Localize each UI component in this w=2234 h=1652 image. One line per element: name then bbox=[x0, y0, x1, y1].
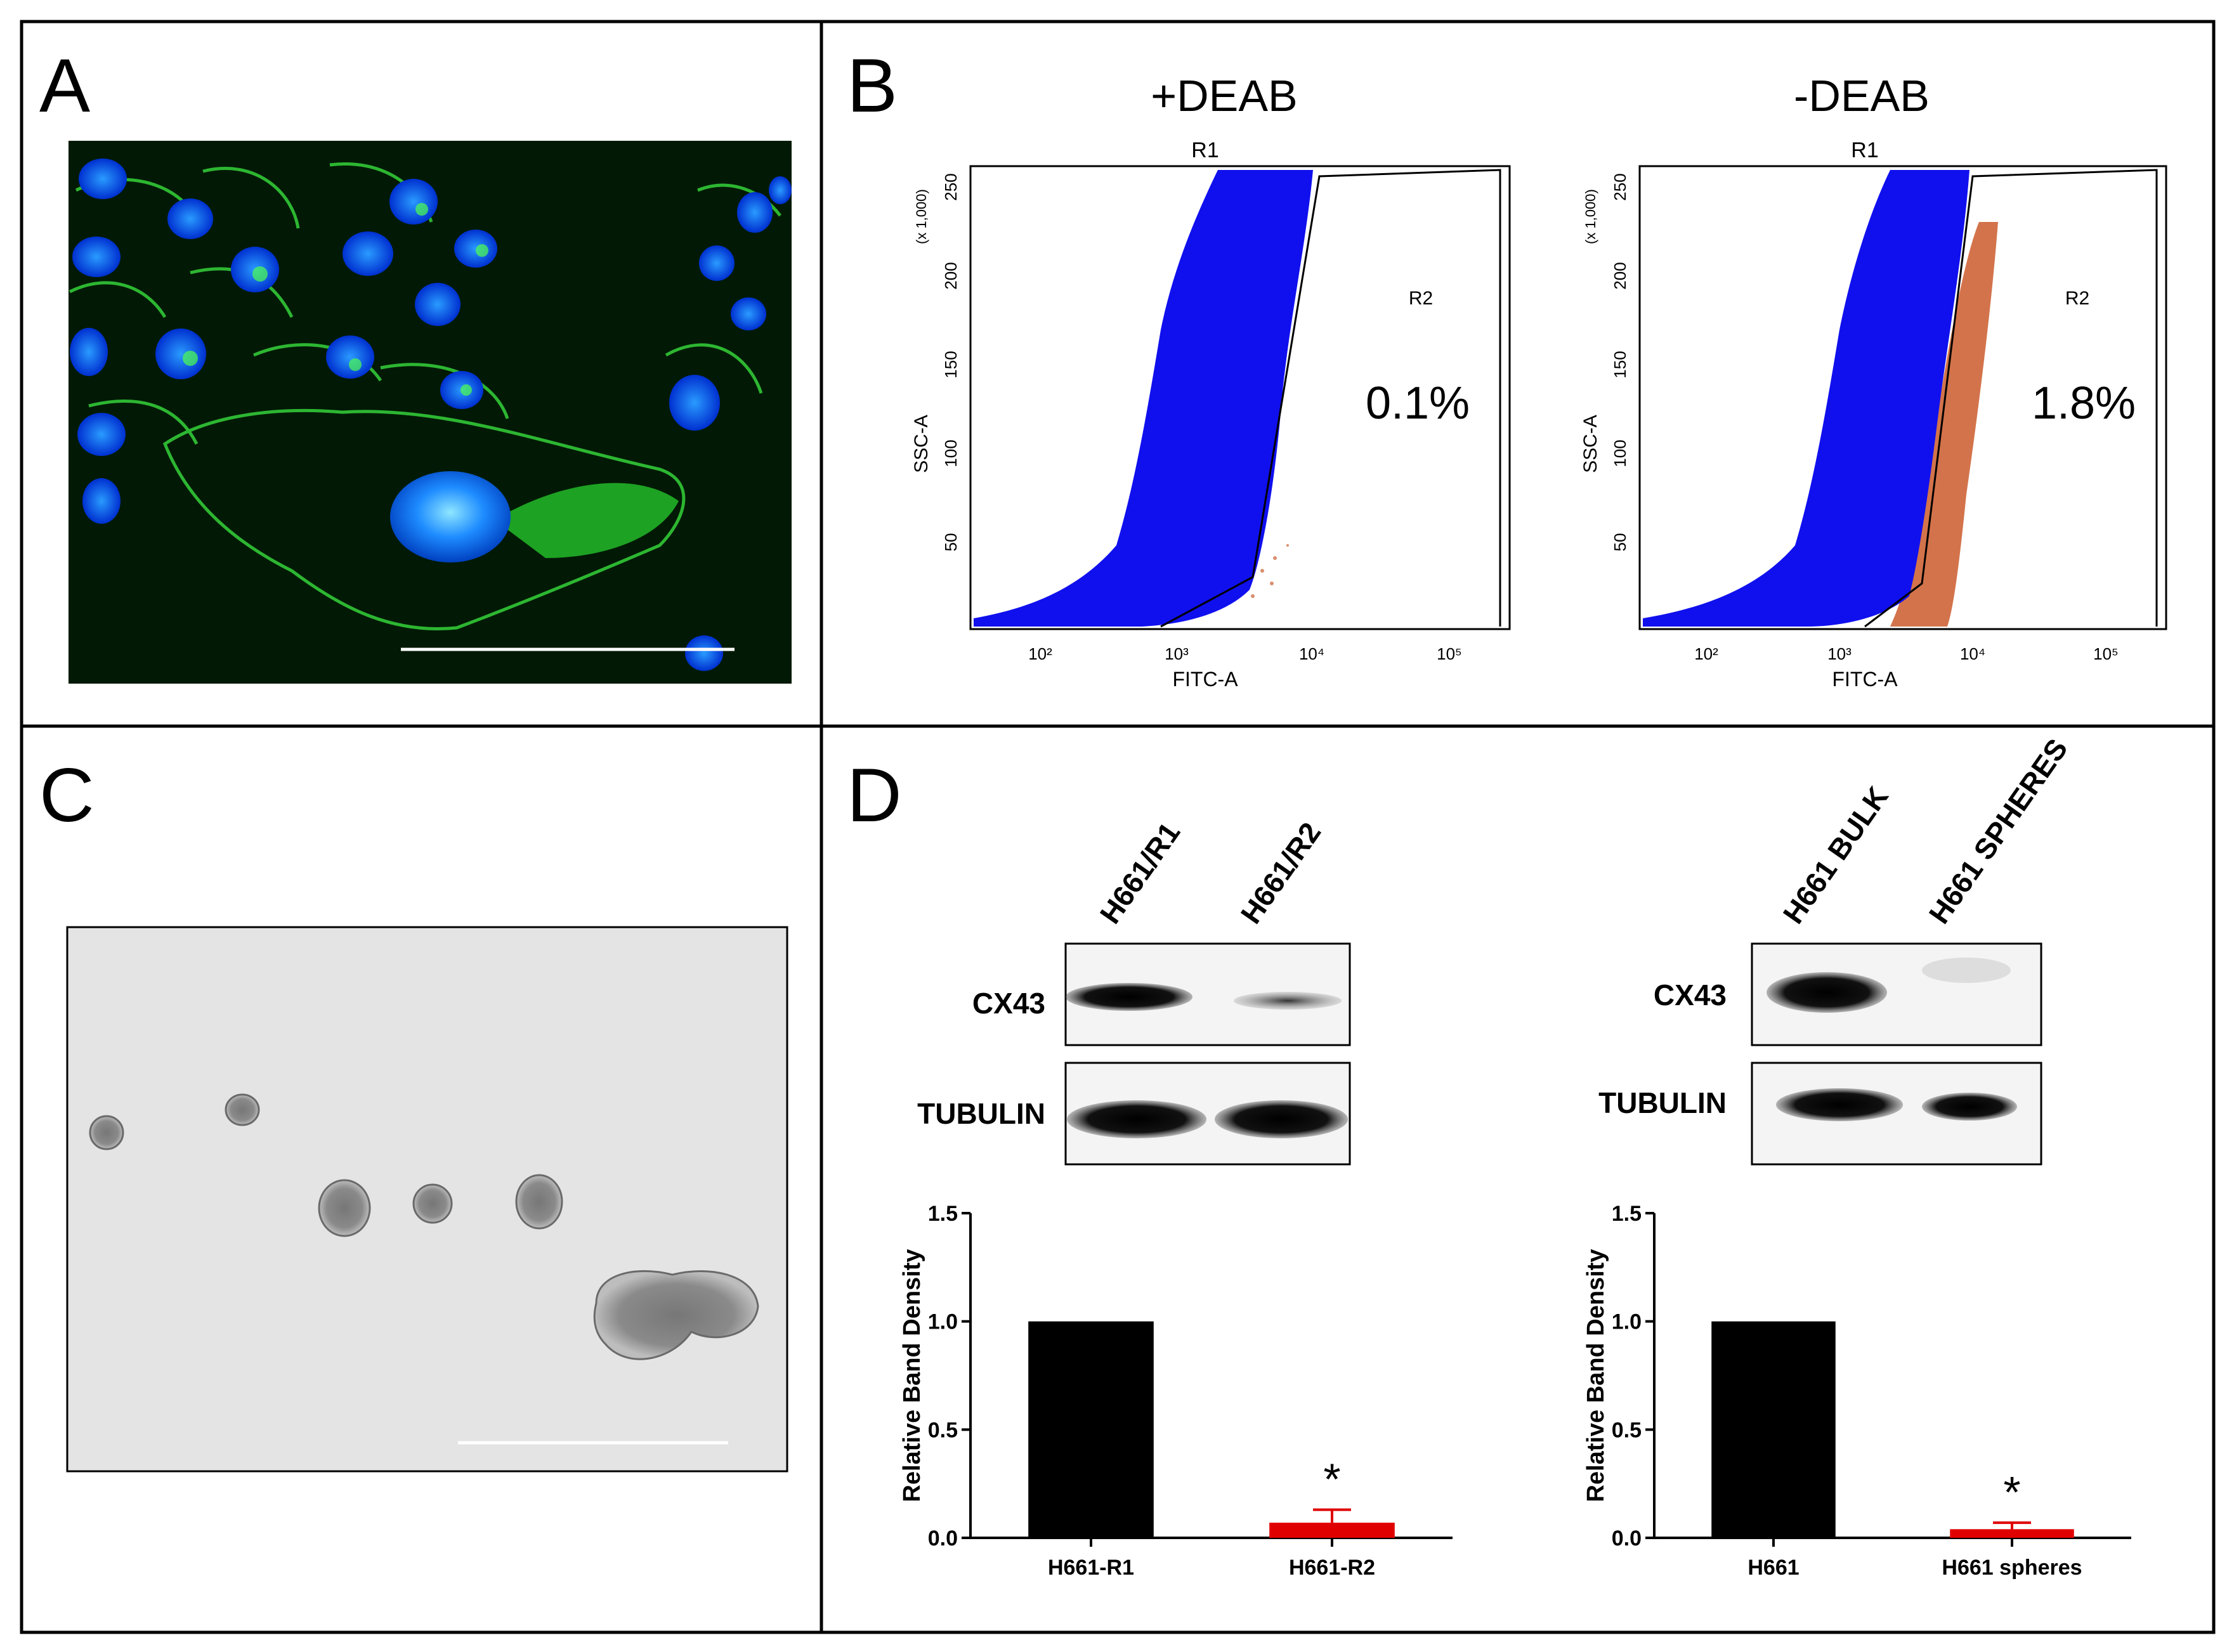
row-label: TUBULIN bbox=[1598, 1086, 1727, 1119]
flow-plot-plus-deab: +DEAB R1 R2 0.1% (x 1,000) SSC-A 50 100 … bbox=[911, 71, 1511, 691]
svg-text:50: 50 bbox=[941, 533, 960, 552]
svg-text:250: 250 bbox=[941, 173, 960, 200]
svg-text:100: 100 bbox=[1610, 439, 1630, 467]
fluorescence-micrograph bbox=[69, 141, 792, 684]
bar bbox=[1028, 1321, 1154, 1538]
row-label: CX43 bbox=[972, 987, 1045, 1020]
svg-text:10²: 10² bbox=[1694, 644, 1718, 663]
gate-percent: 0.1% bbox=[1366, 378, 1470, 429]
svg-text:10⁴: 10⁴ bbox=[1299, 644, 1324, 663]
svg-text:200: 200 bbox=[941, 262, 960, 289]
svg-text:200: 200 bbox=[1610, 262, 1630, 289]
y-tick-label: 1.5 bbox=[1612, 1202, 1642, 1226]
blue-population bbox=[1643, 170, 1969, 627]
significance-marker: * bbox=[1323, 1455, 1340, 1504]
bar bbox=[1711, 1321, 1836, 1538]
panel-d-letter: D bbox=[847, 753, 902, 838]
flow-plot-minus-deab: -DEAB R1 R2 1.8% (x 1,000) SSC-A 50 100 … bbox=[1580, 71, 2167, 691]
lane-label: H661/R1 bbox=[1094, 816, 1187, 930]
gate-r2-label: R2 bbox=[1409, 288, 1433, 309]
panel-b: B +DEAB R1 R2 0.1% (x 1,000) SSC-A 50 10… bbox=[847, 43, 2167, 691]
svg-text:10³: 10³ bbox=[1165, 644, 1189, 663]
x-tick-label: H661-R1 bbox=[1048, 1556, 1134, 1580]
panel-c-letter: C bbox=[39, 753, 95, 838]
y-tick-label: 0.5 bbox=[1612, 1418, 1642, 1442]
panel-a-letter: A bbox=[39, 43, 90, 128]
svg-text:10⁴: 10⁴ bbox=[1960, 644, 1985, 663]
svg-text:10⁵: 10⁵ bbox=[2093, 644, 2119, 663]
gate-percent: 1.8% bbox=[2032, 378, 2136, 429]
panel-b-letter: B bbox=[847, 43, 898, 128]
y-ticks: 50 100 150 200 250 bbox=[941, 173, 960, 551]
x-tick-label: H661 bbox=[1747, 1556, 1799, 1580]
blue-population bbox=[974, 170, 1313, 627]
plot-frame bbox=[1638, 165, 2167, 630]
y-axis-label: SSC-A bbox=[911, 415, 932, 473]
y-tick-label: 0.0 bbox=[928, 1526, 958, 1551]
lane-label: H661 SPHERES bbox=[1923, 732, 2074, 929]
svg-text:250: 250 bbox=[1610, 173, 1630, 200]
lane-label: H661/R2 bbox=[1234, 816, 1328, 930]
gate-r2-label: R2 bbox=[2065, 288, 2089, 309]
gate-r1 bbox=[1160, 169, 1501, 628]
y-tick-label: 0.5 bbox=[928, 1418, 958, 1442]
gate-r1-label: R1 bbox=[1191, 138, 1218, 162]
large-nucleus bbox=[390, 471, 511, 563]
y-tick-label: 1.0 bbox=[928, 1310, 958, 1334]
lane-label: H661 BULK bbox=[1777, 781, 1895, 930]
significance-marker: * bbox=[2003, 1467, 2020, 1517]
svg-text:50: 50 bbox=[1610, 533, 1630, 552]
y-tick-label: 1.0 bbox=[1612, 1310, 1642, 1334]
gate-r1-label: R1 bbox=[1851, 138, 1878, 162]
y-axis-label: SSC-A bbox=[1580, 415, 1601, 473]
plot-title: -DEAB bbox=[1794, 71, 1930, 120]
x-ticks: 10² 10³ 10⁴ 10⁵ bbox=[1694, 644, 2119, 663]
brightfield-micrograph bbox=[66, 926, 788, 1473]
western-blot-2: H661 BULK H661 SPHERES CX43 TUBULIN bbox=[1598, 732, 2074, 1166]
bar bbox=[1269, 1523, 1395, 1538]
panel-frame bbox=[20, 20, 2216, 1634]
y-multiplier: (x 1,000) bbox=[1583, 189, 1598, 244]
y-tick-label: 1.5 bbox=[928, 1202, 958, 1226]
svg-text:100: 100 bbox=[941, 439, 960, 467]
row-label: CX43 bbox=[1654, 979, 1727, 1011]
western-blot-1: H661/R1 H661/R2 CX43 TUBULIN bbox=[917, 816, 1351, 1166]
svg-text:10³: 10³ bbox=[1827, 644, 1852, 663]
bar bbox=[1950, 1529, 2074, 1538]
svg-text:10⁵: 10⁵ bbox=[1437, 644, 1462, 663]
svg-text:10²: 10² bbox=[1028, 644, 1052, 663]
svg-text:150: 150 bbox=[941, 351, 960, 378]
x-tick-label: H661 spheres bbox=[1942, 1556, 2082, 1580]
x-axis-label: FITC-A bbox=[1172, 668, 1238, 691]
x-tick-label: H661-R2 bbox=[1289, 1556, 1375, 1580]
row-label: TUBULIN bbox=[917, 1097, 1045, 1130]
nuclei bbox=[70, 159, 792, 671]
panel-a: A bbox=[39, 43, 792, 684]
x-ticks: 10² 10³ 10⁴ 10⁵ bbox=[1028, 644, 1462, 663]
panel-d: D H661/R1 H661/R2 CX43 TUBULIN H661 BULK… bbox=[847, 732, 2131, 1580]
y-tick-label: 0.0 bbox=[1612, 1526, 1642, 1551]
plot-title: +DEAB bbox=[1151, 71, 1298, 120]
y-multiplier: (x 1,000) bbox=[913, 189, 929, 244]
red-population bbox=[1890, 222, 1998, 627]
y-axis-label: Relative Band Density bbox=[1583, 1249, 1609, 1502]
svg-text:150: 150 bbox=[1610, 351, 1630, 378]
y-axis-label: Relative Band Density bbox=[899, 1249, 925, 1502]
y-ticks: 50 100 150 200 250 bbox=[1610, 173, 1630, 551]
x-axis-label: FITC-A bbox=[1832, 668, 1898, 691]
panel-c: C bbox=[39, 753, 788, 1473]
spheres bbox=[89, 1093, 759, 1360]
plot-frame bbox=[969, 165, 1511, 630]
gate-r1 bbox=[1864, 169, 2158, 628]
